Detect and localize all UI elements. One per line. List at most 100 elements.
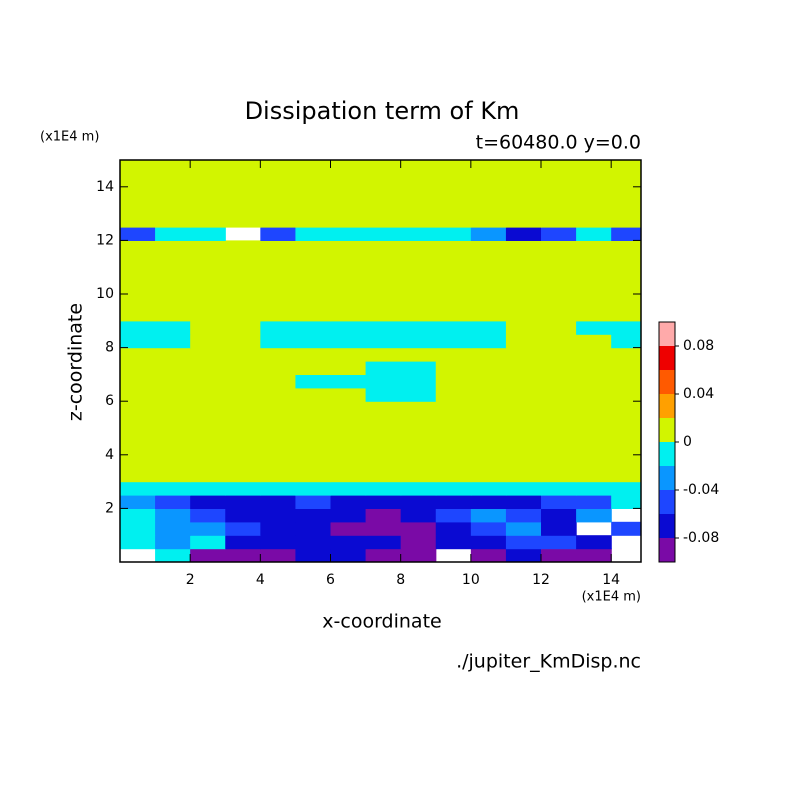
contour-cell	[505, 294, 542, 308]
contour-cell	[435, 294, 472, 308]
x-unit: (x1E4 m)	[582, 590, 641, 605]
contour-cell	[541, 347, 577, 362]
contour-cell	[260, 481, 297, 496]
x-tick-label: 12	[532, 572, 550, 588]
contour-cell	[435, 454, 472, 469]
contour-cell	[260, 213, 297, 228]
contour-cell	[470, 508, 507, 523]
contour-cell	[295, 307, 332, 322]
contour-cell	[260, 454, 297, 469]
contour-cell	[611, 186, 641, 201]
contour-cell	[400, 280, 437, 295]
contour-cell	[365, 454, 402, 469]
x-tick-label: 8	[396, 572, 405, 588]
contour-cell	[155, 454, 191, 469]
contour-cell	[576, 508, 612, 523]
contour-cell	[541, 548, 577, 562]
contour-cell	[225, 334, 261, 349]
contour-cell	[295, 253, 332, 268]
contour-cell	[576, 294, 612, 308]
contour-cell	[225, 454, 261, 469]
contour-cell	[541, 508, 577, 523]
contour-cell	[295, 240, 332, 255]
contour-cell	[365, 387, 402, 402]
contour-cell	[330, 280, 367, 295]
contour-cell	[190, 508, 226, 523]
contour-cell	[541, 387, 577, 402]
contour-cell	[611, 361, 641, 375]
y-axis-label: z-coordinate	[65, 303, 87, 421]
contour-cell	[295, 468, 332, 483]
contour-cell	[155, 428, 191, 442]
contour-cell	[400, 200, 437, 215]
contour-cell	[576, 441, 612, 456]
contour-cell	[330, 200, 367, 215]
contour-cell	[260, 280, 297, 295]
contour-cell	[435, 280, 472, 295]
contour-cell	[260, 267, 297, 282]
contour-cell	[541, 481, 577, 496]
contour-cell	[120, 213, 156, 228]
contour-cell	[365, 160, 402, 174]
contour-cell	[330, 307, 367, 322]
contour-cell	[435, 374, 472, 389]
contour-cell	[576, 240, 612, 255]
contour-cell	[470, 414, 507, 429]
contour-cell	[225, 548, 261, 562]
footer: ./jupiter_KmDisp.nc	[456, 651, 641, 673]
contour-cell	[260, 401, 297, 416]
contour-cell	[470, 186, 507, 201]
contour-cell	[120, 454, 156, 469]
contour-cell	[120, 387, 156, 402]
x-tick-label: 6	[326, 572, 335, 588]
contour-cell	[576, 481, 612, 496]
contour-cell	[260, 294, 297, 308]
contour-cell	[295, 428, 332, 442]
contour-cell	[435, 521, 472, 536]
contour-cell	[365, 414, 402, 429]
contour-cell	[470, 468, 507, 483]
contour-cell	[400, 481, 437, 496]
contour-cell	[260, 200, 297, 215]
colorbar-band	[659, 538, 675, 562]
contour-cell	[330, 227, 367, 241]
contour-cell	[505, 347, 542, 362]
contour-cell	[330, 320, 367, 335]
contour-cell	[400, 521, 437, 536]
contour-cell	[190, 414, 226, 429]
contour-cell	[330, 495, 367, 509]
contour-cell	[400, 428, 437, 442]
contour-cell	[190, 173, 226, 188]
contour-cell	[470, 428, 507, 442]
contour-cell	[470, 548, 507, 562]
contour-cell	[365, 240, 402, 255]
contour-cell	[365, 481, 402, 496]
colorbar-band	[659, 370, 675, 394]
contour-cell	[365, 307, 402, 322]
contour-cell	[120, 414, 156, 429]
contour-cell	[400, 441, 437, 456]
contour-cell	[400, 508, 437, 523]
contour-cell	[155, 227, 191, 241]
contour-cell	[260, 160, 297, 174]
contour-cell	[190, 374, 226, 389]
contour-cell	[470, 495, 507, 509]
contour-cell	[190, 200, 226, 215]
contour-cell	[295, 481, 332, 496]
y-tick-label: 2	[105, 500, 114, 516]
contour-cell	[330, 454, 367, 469]
contour-cell	[576, 160, 612, 174]
contour-cell	[295, 508, 332, 523]
contour-cell	[365, 186, 402, 201]
contour-cell	[400, 320, 437, 335]
contour-cell	[190, 481, 226, 496]
contour-cell	[190, 428, 226, 442]
contour-cell	[611, 428, 641, 442]
contour-cell	[225, 401, 261, 416]
contour-cell	[541, 240, 577, 255]
contour-cell	[190, 240, 226, 255]
contour-cell	[120, 253, 156, 268]
contour-cell	[120, 521, 156, 536]
contour-cell	[400, 414, 437, 429]
contour-cell	[190, 468, 226, 483]
